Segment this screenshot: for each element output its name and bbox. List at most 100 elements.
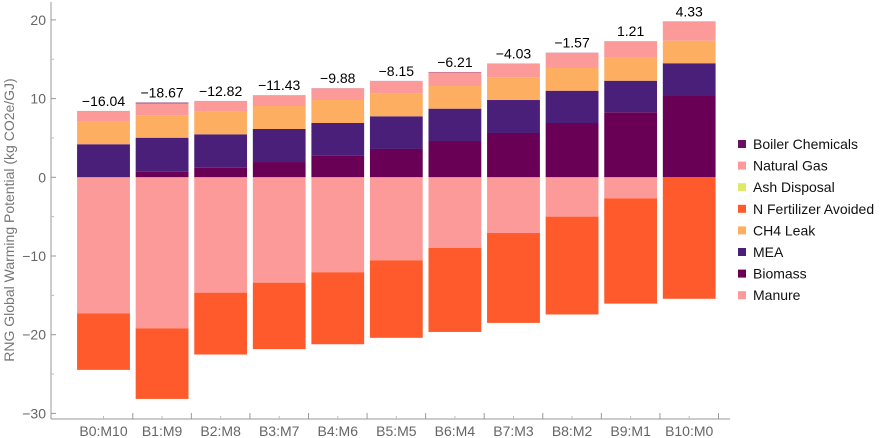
legend-label: CH4 Leak: [753, 222, 816, 238]
x-tick-label: B7:M3: [493, 423, 534, 438]
total-label: 1.21: [617, 23, 644, 39]
total-label: −16.04: [82, 93, 125, 109]
bar-segment-manure: [311, 177, 365, 273]
x-tick-label: B6:M4: [435, 423, 476, 438]
legend-label: Natural Gas: [753, 158, 828, 174]
total-label: −8.15: [379, 63, 415, 79]
legend-label: Biomass: [753, 266, 807, 282]
bar-outline: [368, 79, 424, 340]
y-tick-label: −30: [22, 405, 46, 421]
bar-segment-natural-gas: [545, 52, 599, 68]
x-tick-label: B2:M8: [200, 423, 241, 438]
bar-segment-biomass: [604, 112, 658, 178]
bar-segment-ch4-leak: [311, 100, 365, 123]
total-label: −6.21: [437, 54, 473, 70]
bar-segment-natural-gas: [77, 111, 130, 122]
bar-segment-ch4-leak: [252, 105, 306, 129]
bar-segment-biomass: [369, 148, 423, 178]
legend: Boiler Chemicals Natural Gas Ash Disposal N…: [738, 136, 874, 303]
legend-swatch: [738, 291, 746, 300]
bar-outline: [251, 94, 307, 351]
bar-segment-natural-gas: [369, 80, 423, 94]
legend-swatch: [738, 204, 746, 213]
bar-segment-boiler-chemicals: [135, 102, 189, 104]
bar-segment-n-fertilizer-avoided: [77, 313, 130, 370]
x-tick-label: B4:M6: [318, 423, 359, 438]
bar-segment-mea: [252, 128, 306, 163]
total-label: −12.82: [199, 83, 242, 99]
total-label: −1.57: [554, 35, 590, 51]
bar-outline: [485, 62, 542, 325]
bar-segment-manure: [194, 177, 248, 293]
bar-segment-ch4-leak: [486, 77, 540, 101]
bar-segment-biomass: [428, 141, 482, 178]
bar-segment-manure: [369, 177, 423, 261]
bar-outline: [193, 99, 249, 356]
y-tick-label: 20: [30, 12, 46, 28]
bar-segment-n-fertilizer-avoided: [252, 282, 306, 350]
bar-segment-natural-gas: [135, 103, 189, 116]
bar-outline: [661, 20, 717, 300]
legend-swatch: [738, 161, 746, 170]
bar-segment-mea: [662, 63, 716, 97]
bar-segment-mea: [486, 100, 540, 133]
total-label: −4.03: [496, 45, 532, 61]
x-tick-label: B8:M2: [552, 423, 593, 438]
bar-segment-n-fertilizer-avoided: [311, 272, 365, 345]
bar-segment-manure: [77, 177, 130, 314]
bar-segment-mea: [194, 134, 248, 168]
x-tick-label: B0:M10: [79, 423, 127, 438]
bar-segment-ch4-leak: [428, 86, 482, 109]
bar-segment-ch4-leak: [662, 40, 716, 64]
legend-swatch: [738, 226, 746, 235]
bar-segment-natural-gas: [194, 101, 248, 112]
bar-segment-ch4-leak: [545, 67, 599, 91]
y-tick-label: −10: [22, 248, 46, 264]
bar-segment-ch4-leak: [604, 57, 658, 81]
bar-segment-biomass: [662, 96, 716, 178]
bar-segment-ch4-leak: [369, 93, 423, 117]
legend-label: N Fertilizer Avoided: [753, 201, 874, 217]
x-tick-label: B3:M7: [259, 423, 300, 438]
bar-segment-mea: [604, 80, 658, 113]
total-label: 4.33: [676, 4, 703, 20]
x-tick-label: B10:M0: [665, 423, 713, 438]
legend-label: MEA: [753, 244, 784, 260]
bar-segment-natural-gas: [428, 72, 482, 87]
bar-segment-n-fertilizer-avoided: [369, 260, 423, 338]
bar-segment-mea: [135, 137, 189, 172]
legend-swatch: [738, 248, 746, 256]
y-tick-label: 0: [38, 169, 46, 185]
bar-segment-biomass: [194, 167, 248, 178]
bar-segment-biomass: [252, 162, 306, 178]
bar-segment-biomass: [311, 155, 365, 178]
bar-segment-mea: [311, 122, 365, 156]
bar-segment-manure: [545, 177, 599, 217]
bar-segment-natural-gas: [604, 41, 658, 58]
bar-outline: [310, 87, 366, 346]
bar-segment-mea: [369, 116, 423, 149]
bar-segment-n-fertilizer-avoided: [662, 177, 716, 299]
bar-segment-n-fertilizer-avoided: [194, 292, 248, 355]
bar-segment-n-fertilizer-avoided: [428, 247, 482, 333]
bar-segment-biomass: [135, 171, 189, 178]
bar-segment-ch4-leak: [135, 115, 189, 138]
bar-segment-natural-gas: [662, 22, 716, 41]
axes: −30 −20 −10 0 10 20 B0:M10 B1:M9 B2:M8 B3:M7 B4:M6…: [22, 2, 730, 438]
legend-swatch: [738, 140, 746, 148]
bar-outline: [427, 70, 483, 334]
total-label: −9.88: [320, 70, 356, 86]
bar-segment-natural-gas: [252, 95, 306, 106]
bar-segment-mea: [428, 108, 482, 142]
bar-segment-ch4-leak: [194, 111, 248, 135]
total-labels: −16.04 −18.67 −12.82 −11.43 −9.88 −8.15 −6.21 −…: [82, 4, 703, 109]
bar-outline: [134, 101, 190, 401]
legend-label: Ash Disposal: [753, 179, 835, 195]
bar-segment-n-fertilizer-avoided: [486, 233, 540, 323]
bar-segment-biomass: [545, 122, 599, 178]
bar-outline: [75, 109, 132, 372]
bar-segment-manure: [252, 177, 306, 283]
y-tick-label: 10: [30, 91, 46, 107]
legend-label: Manure: [753, 287, 801, 303]
